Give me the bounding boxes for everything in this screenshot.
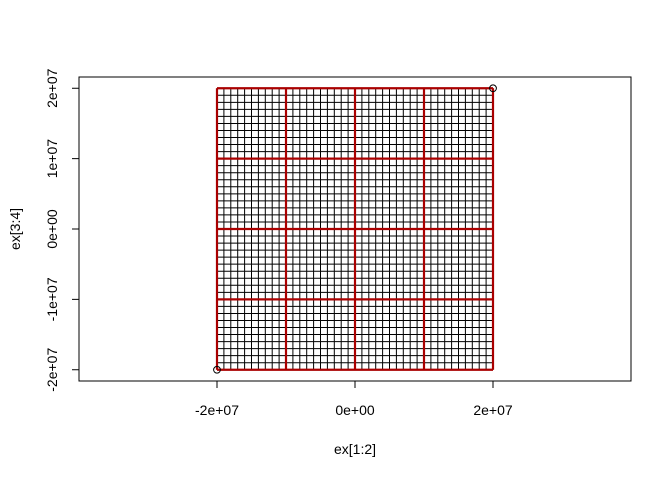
y-axis-title: ex[3:4] [7, 208, 23, 250]
x-tick-label: 2e+07 [473, 402, 513, 418]
y-tick-label: -1e+07 [44, 277, 60, 321]
x-tick-label: 0e+00 [335, 402, 375, 418]
x-axis-title: ex[1:2] [334, 441, 376, 457]
data-point [489, 84, 497, 93]
data-point [213, 365, 221, 374]
y-axis: -2e+07 -1e+07 0e+00 1e+07 2e+07 [44, 68, 80, 392]
data-points [213, 84, 497, 374]
x-axis: -2e+07 0e+00 2e+07 [195, 380, 513, 418]
y-tick-label: 2e+07 [44, 68, 60, 108]
y-tick-label: -2e+07 [44, 348, 60, 392]
x-tick-label: -2e+07 [195, 402, 239, 418]
y-tick-label: 1e+07 [44, 139, 60, 179]
coarse-grid [215, 87, 495, 371]
y-tick-label: 0e+00 [44, 209, 60, 249]
